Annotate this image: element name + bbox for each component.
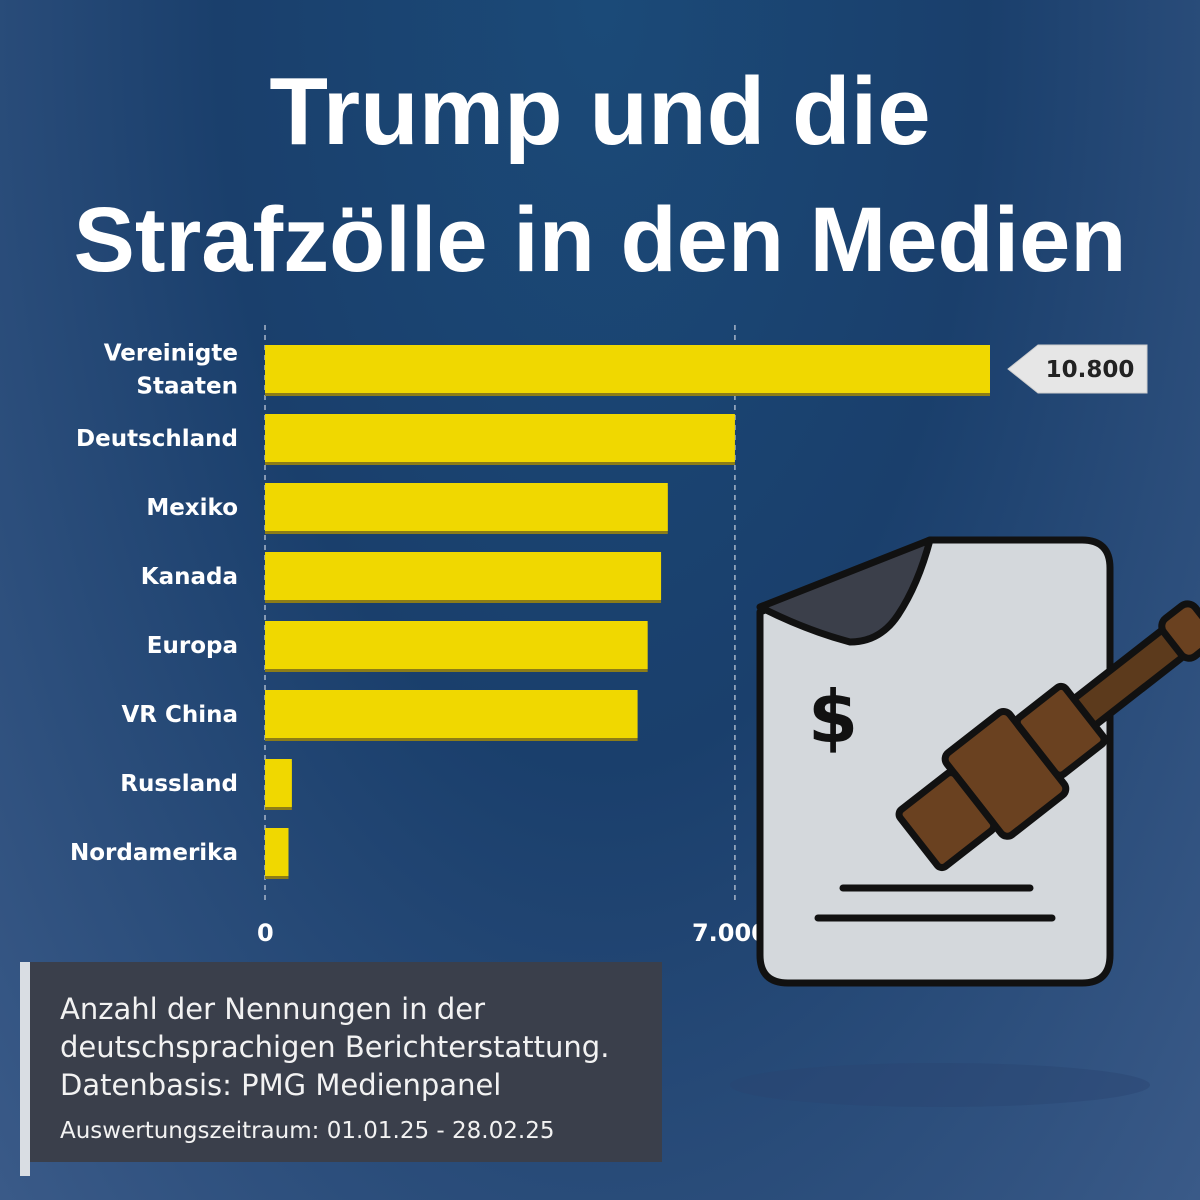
- category-label-3: Kanada: [141, 564, 238, 590]
- bar-7: [265, 828, 289, 876]
- caption-line-1: Anzahl der Nennungen in der: [60, 992, 485, 1026]
- caption-period: Auswertungszeitraum: 01.01.25 - 28.02.25: [60, 1118, 555, 1144]
- category-label-1: Deutschland: [76, 426, 238, 452]
- category-label-2: Mexiko: [146, 495, 238, 521]
- category-label-7: Nordamerika: [70, 840, 238, 866]
- bar-6: [265, 759, 292, 807]
- category-label-0-1: Staaten: [136, 374, 238, 400]
- illustration-shadow: [730, 1063, 1150, 1107]
- page-title: Trump und die Strafzölle in den Medien: [0, 48, 1200, 304]
- value-callout: [1007, 344, 1148, 394]
- bar-1: [265, 414, 735, 462]
- tick-label-0: 0: [257, 919, 274, 947]
- bar-4: [265, 621, 648, 669]
- tick-label-1: 7.000: [692, 919, 768, 947]
- category-label-5: VR China: [121, 702, 238, 728]
- value-callout-label: 10.800: [1046, 357, 1135, 383]
- category-label-6: Russland: [120, 771, 238, 797]
- caption-text: Anzahl der Nennungen in der deutschsprac…: [60, 990, 609, 1104]
- gavel-head-right: [1013, 682, 1108, 779]
- gavel-grip: [1158, 600, 1200, 662]
- bar-2: [265, 483, 668, 531]
- title-line-1: Trump und die: [269, 58, 931, 165]
- page-fold: [756, 536, 934, 646]
- bar-0: [265, 345, 990, 393]
- caption-line-2: deutschsprachigen Berichterstattung.: [60, 1030, 610, 1064]
- gavel-icon: [895, 600, 1200, 872]
- category-label-0-0: Vereinigte: [104, 341, 238, 367]
- dollar-icon: $: [808, 675, 858, 759]
- bar-3: [265, 552, 662, 600]
- title-line-2: Strafzölle in den Medien: [73, 189, 1127, 291]
- caption-box: Anzahl der Nennungen in der deutschsprac…: [20, 962, 662, 1176]
- document-icon: [756, 536, 1114, 987]
- bar-5: [265, 690, 638, 738]
- gavel-head-left: [895, 769, 998, 872]
- caption-line-3: Datenbasis: PMG Medienpanel: [60, 1068, 502, 1102]
- caption-accent-bar: [20, 962, 30, 1176]
- category-label-4: Europa: [147, 633, 238, 659]
